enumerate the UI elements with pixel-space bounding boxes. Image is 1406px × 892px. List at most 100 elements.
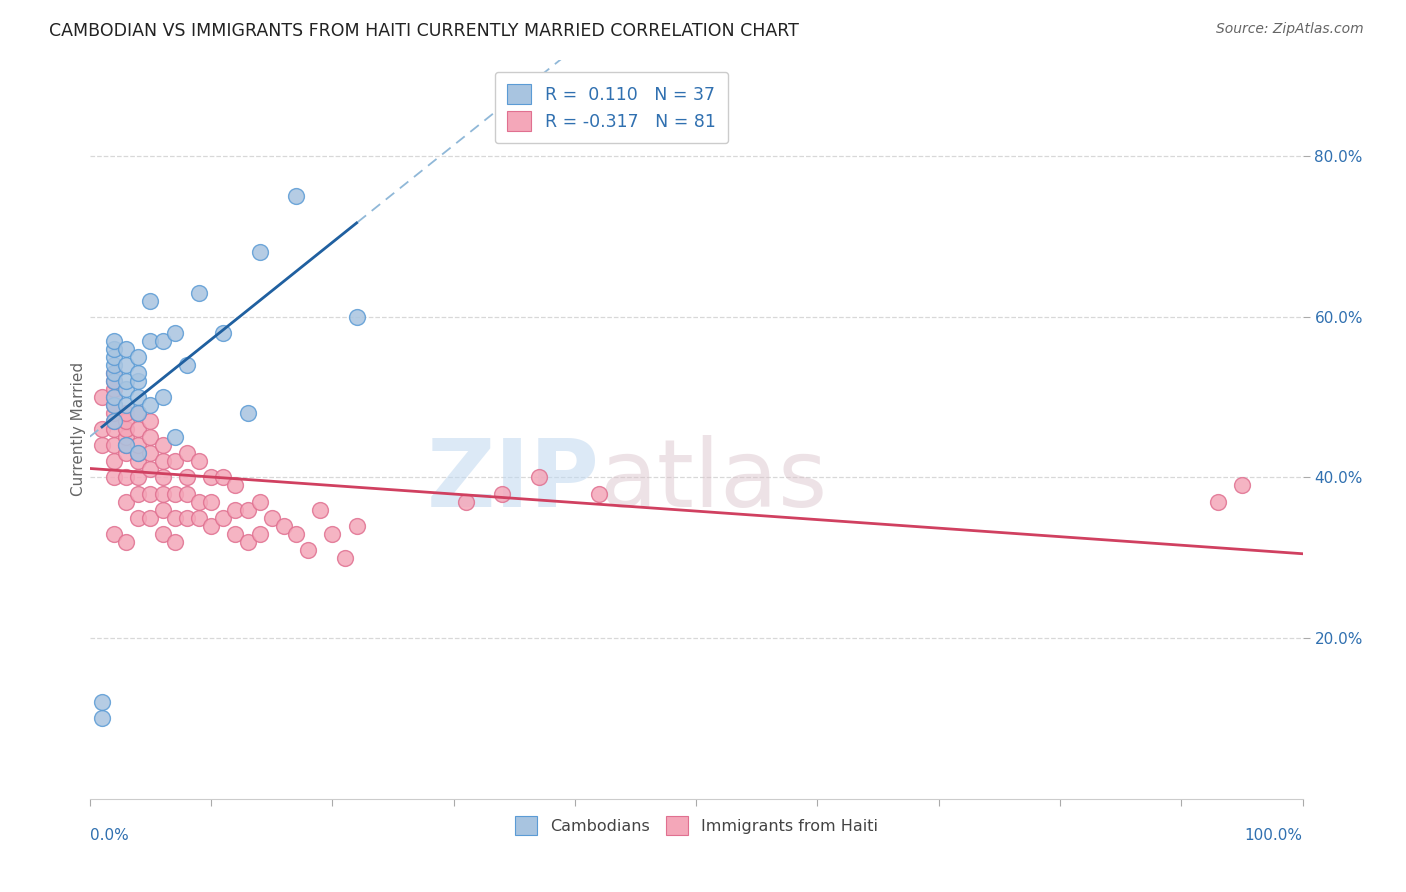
- Point: [103, 454, 125, 468]
- Point: [103, 438, 125, 452]
- Point: [163, 454, 186, 468]
- Point: [212, 510, 235, 524]
- Point: [527, 470, 550, 484]
- Point: [103, 334, 125, 348]
- Point: [188, 285, 211, 300]
- Point: [103, 470, 125, 484]
- Point: [285, 189, 308, 203]
- Point: [176, 470, 198, 484]
- Point: [188, 510, 211, 524]
- Point: [91, 711, 114, 725]
- Point: [139, 414, 162, 428]
- Point: [139, 446, 162, 460]
- Point: [103, 414, 125, 428]
- Point: [103, 414, 125, 428]
- Point: [115, 534, 138, 549]
- Point: [176, 510, 198, 524]
- Point: [491, 486, 513, 500]
- Point: [127, 406, 149, 420]
- Point: [224, 502, 246, 516]
- Point: [115, 406, 138, 420]
- Point: [127, 406, 149, 420]
- Point: [236, 502, 259, 516]
- Point: [249, 494, 271, 508]
- Point: [139, 293, 162, 308]
- Point: [91, 390, 114, 404]
- Point: [152, 438, 174, 452]
- Point: [346, 518, 368, 533]
- Point: [249, 526, 271, 541]
- Point: [127, 390, 149, 404]
- Text: ZIP: ZIP: [426, 435, 599, 527]
- Point: [163, 486, 186, 500]
- Point: [273, 518, 295, 533]
- Point: [127, 438, 149, 452]
- Point: [103, 406, 125, 420]
- Point: [152, 526, 174, 541]
- Point: [309, 502, 332, 516]
- Point: [163, 534, 186, 549]
- Point: [249, 245, 271, 260]
- Point: [139, 462, 162, 476]
- Point: [115, 398, 138, 412]
- Point: [346, 310, 368, 324]
- Point: [200, 470, 222, 484]
- Point: [188, 494, 211, 508]
- Point: [91, 422, 114, 436]
- Point: [152, 454, 174, 468]
- Point: [139, 510, 162, 524]
- Point: [103, 366, 125, 380]
- Point: [91, 695, 114, 709]
- Point: [1206, 494, 1229, 508]
- Point: [127, 470, 149, 484]
- Point: [103, 390, 125, 404]
- Point: [139, 398, 162, 412]
- Point: [212, 470, 235, 484]
- Text: Source: ZipAtlas.com: Source: ZipAtlas.com: [1216, 22, 1364, 37]
- Point: [163, 326, 186, 340]
- Point: [188, 454, 211, 468]
- Point: [176, 446, 198, 460]
- Point: [200, 494, 222, 508]
- Point: [163, 430, 186, 444]
- Point: [236, 534, 259, 549]
- Point: [103, 342, 125, 356]
- Point: [163, 510, 186, 524]
- Point: [224, 478, 246, 492]
- Point: [115, 438, 138, 452]
- Point: [127, 366, 149, 380]
- Point: [152, 390, 174, 404]
- Point: [103, 390, 125, 404]
- Point: [152, 486, 174, 500]
- Point: [115, 494, 138, 508]
- Point: [115, 342, 138, 356]
- Point: [152, 502, 174, 516]
- Point: [297, 542, 319, 557]
- Point: [454, 494, 477, 508]
- Text: 100.0%: 100.0%: [1244, 829, 1302, 844]
- Point: [285, 526, 308, 541]
- Point: [103, 374, 125, 388]
- Point: [127, 454, 149, 468]
- Text: atlas: atlas: [599, 435, 828, 527]
- Text: 0.0%: 0.0%: [90, 829, 128, 844]
- Point: [200, 518, 222, 533]
- Point: [127, 422, 149, 436]
- Point: [1230, 478, 1253, 492]
- Point: [127, 374, 149, 388]
- Point: [103, 366, 125, 380]
- Point: [139, 486, 162, 500]
- Point: [127, 486, 149, 500]
- Point: [115, 382, 138, 396]
- Point: [260, 510, 283, 524]
- Point: [176, 486, 198, 500]
- Point: [103, 526, 125, 541]
- Point: [103, 398, 125, 412]
- Point: [115, 470, 138, 484]
- Point: [127, 446, 149, 460]
- Point: [103, 358, 125, 372]
- Point: [224, 526, 246, 541]
- Point: [176, 358, 198, 372]
- Point: [333, 550, 356, 565]
- Point: [139, 430, 162, 444]
